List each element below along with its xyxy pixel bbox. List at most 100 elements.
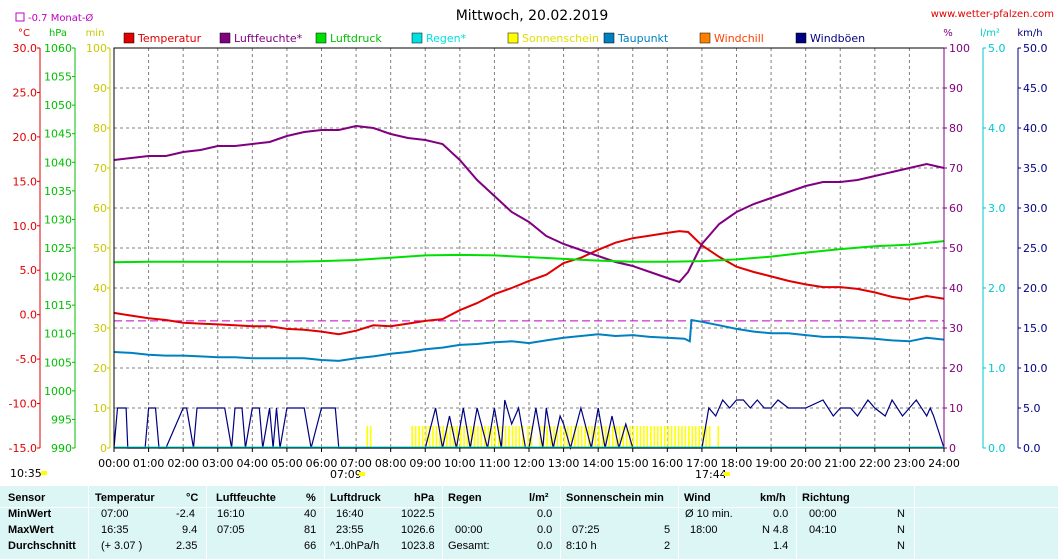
rain-axis-tick-label: 1.0 xyxy=(988,362,1006,375)
sunshine-bar xyxy=(560,426,562,448)
sun-axis-tick-label: 40 xyxy=(93,282,107,295)
press-axis-tick-label: 1025 xyxy=(44,242,72,255)
x-tick-label: 01:00 xyxy=(133,457,165,470)
sunset-marker xyxy=(724,472,730,476)
time-left-marker xyxy=(41,471,47,475)
temp-axis-unit: °C xyxy=(18,28,30,39)
cell-sun-value: 5 xyxy=(664,524,671,536)
table-row-avg: Durchschnitt (+ 3.07 ) 2.35 66 ^1.0hPa/h… xyxy=(0,540,1058,556)
temp-axis-tick-label: 30.0 xyxy=(13,42,38,55)
sunshine-bar xyxy=(446,426,448,448)
cell-press-time: 23:55 xyxy=(336,524,364,536)
cell-sun-time: 8:10 h xyxy=(566,540,597,552)
wind-axis-tick-label: 35.0 xyxy=(1023,162,1048,175)
sun-axis-tick-label: 10 xyxy=(93,402,107,415)
sunshine-bar xyxy=(449,426,452,448)
x-tick-label: 14:00 xyxy=(582,457,614,470)
cell-wind-value: N 4.8 xyxy=(762,524,789,536)
wind-axis-tick-label: 10.0 xyxy=(1023,362,1048,375)
table-divider xyxy=(914,486,915,559)
sunshine-bar xyxy=(573,426,576,448)
hum-axis-tick-label: 10 xyxy=(949,402,963,415)
legend-swatch xyxy=(699,32,711,44)
sun-axis-tick-label: 70 xyxy=(93,162,107,175)
sunshine-bar xyxy=(411,426,414,448)
cell-rain-value: 0.0 xyxy=(537,524,553,536)
sunshine-bar xyxy=(688,426,690,448)
sunshine-bar xyxy=(539,426,541,448)
wind-axis-tick-label: 0.0 xyxy=(1023,442,1041,455)
cell-press-time: 16:40 xyxy=(336,508,364,520)
legend-label: Luftfeuchte* xyxy=(234,32,303,45)
sunshine-bar xyxy=(681,426,683,448)
cell-dir-time: 04:10 xyxy=(809,524,837,536)
sunshine-bar xyxy=(470,426,472,448)
sunshine-bar xyxy=(530,426,533,448)
sunshine-bar xyxy=(684,426,687,448)
x-tick-label: 24:00 xyxy=(928,457,960,470)
cell-rain-value: 0.0 xyxy=(537,540,553,552)
cell-dir-value: N xyxy=(897,508,905,520)
x-tick-label: 21:00 xyxy=(824,457,856,470)
sunshine-bar xyxy=(622,426,624,448)
sunshine-bar xyxy=(636,426,638,448)
table-divider xyxy=(796,486,797,559)
row-label: MaxWert xyxy=(8,524,54,536)
sun-axis-tick-label: 90 xyxy=(93,82,107,95)
series-line-press xyxy=(113,240,945,264)
x-tick-label: 16:00 xyxy=(651,457,683,470)
sunshine-bar xyxy=(518,426,521,448)
x-tick-label: 10:00 xyxy=(444,457,476,470)
press-axis-tick-label: 1000 xyxy=(44,385,72,398)
press-axis-unit: hPa xyxy=(49,28,67,39)
row-label: Durchschnitt xyxy=(8,540,76,552)
sunshine-bar xyxy=(522,426,524,448)
temp-axis-tick-label: -5.0 xyxy=(16,353,37,366)
press-axis-tick-label: 995 xyxy=(51,413,72,426)
legend-swatch xyxy=(219,32,231,44)
sunshine-bar xyxy=(549,426,552,448)
hdr-rain-unit: l/m² xyxy=(529,492,549,504)
rain-axis-tick-label: 5.0 xyxy=(988,42,1006,55)
sunshine-bars xyxy=(366,426,720,448)
sun-axis-tick-label: 50 xyxy=(93,242,107,255)
sunshine-bar xyxy=(591,426,593,448)
sunshine-bar xyxy=(463,426,465,448)
table-divider xyxy=(324,486,325,559)
table-divider xyxy=(206,486,207,559)
site-url: www.wetter-pfalzen.com xyxy=(931,9,1054,20)
sunshine-bar xyxy=(705,426,707,448)
press-axis-tick-label: 1015 xyxy=(44,299,72,312)
sunshine-bar xyxy=(598,426,600,448)
legend-swatch xyxy=(411,32,423,44)
legend-swatch xyxy=(603,32,615,44)
sunrise-label: 07:09 xyxy=(330,468,362,481)
x-tick-label: 04:00 xyxy=(236,457,268,470)
temp-axis-tick-label: -15.0 xyxy=(9,442,37,455)
sun-axis-tick-label: 30 xyxy=(93,322,107,335)
sunshine-bar xyxy=(663,426,666,448)
hdr-temp-unit: °C xyxy=(186,492,199,504)
legend-label: Windchill xyxy=(714,32,764,45)
sunshine-bar xyxy=(708,426,711,448)
wind-axis-tick-label: 25.0 xyxy=(1023,242,1048,255)
month-avg-label: -0.7 Monat-Ø xyxy=(28,12,93,24)
series-line-dew xyxy=(113,318,945,362)
hum-axis-tick-label: 80 xyxy=(949,122,963,135)
cell-temp-value: 9.4 xyxy=(182,524,198,536)
sunshine-bar xyxy=(435,426,438,448)
hdr-hum-unit: % xyxy=(306,492,316,504)
chart-legend: Temperatur Luftfeuchte* Luftdruck Regen* Son… xyxy=(123,32,865,45)
chart-axes: 30.0 25.0 20.0 15.0 10.0 5.0 0.0 -5.0 -10.0 -15.0… xyxy=(9,28,1048,470)
sunshine-bar xyxy=(504,426,507,448)
cell-press-time: ^1.0hPa/h xyxy=(330,540,380,552)
cell-press-value: 1023.8 xyxy=(401,540,435,552)
cell-press-value: 1022.5 xyxy=(401,508,435,520)
temp-axis-tick-label: 25.0 xyxy=(13,86,38,99)
sunshine-bar xyxy=(632,426,635,448)
table-divider xyxy=(0,507,1058,508)
sunshine-bar xyxy=(717,426,720,448)
cell-rain-time: Gesamt: xyxy=(448,540,490,552)
legend-swatch xyxy=(507,32,519,44)
sunshine-bar xyxy=(553,426,555,448)
